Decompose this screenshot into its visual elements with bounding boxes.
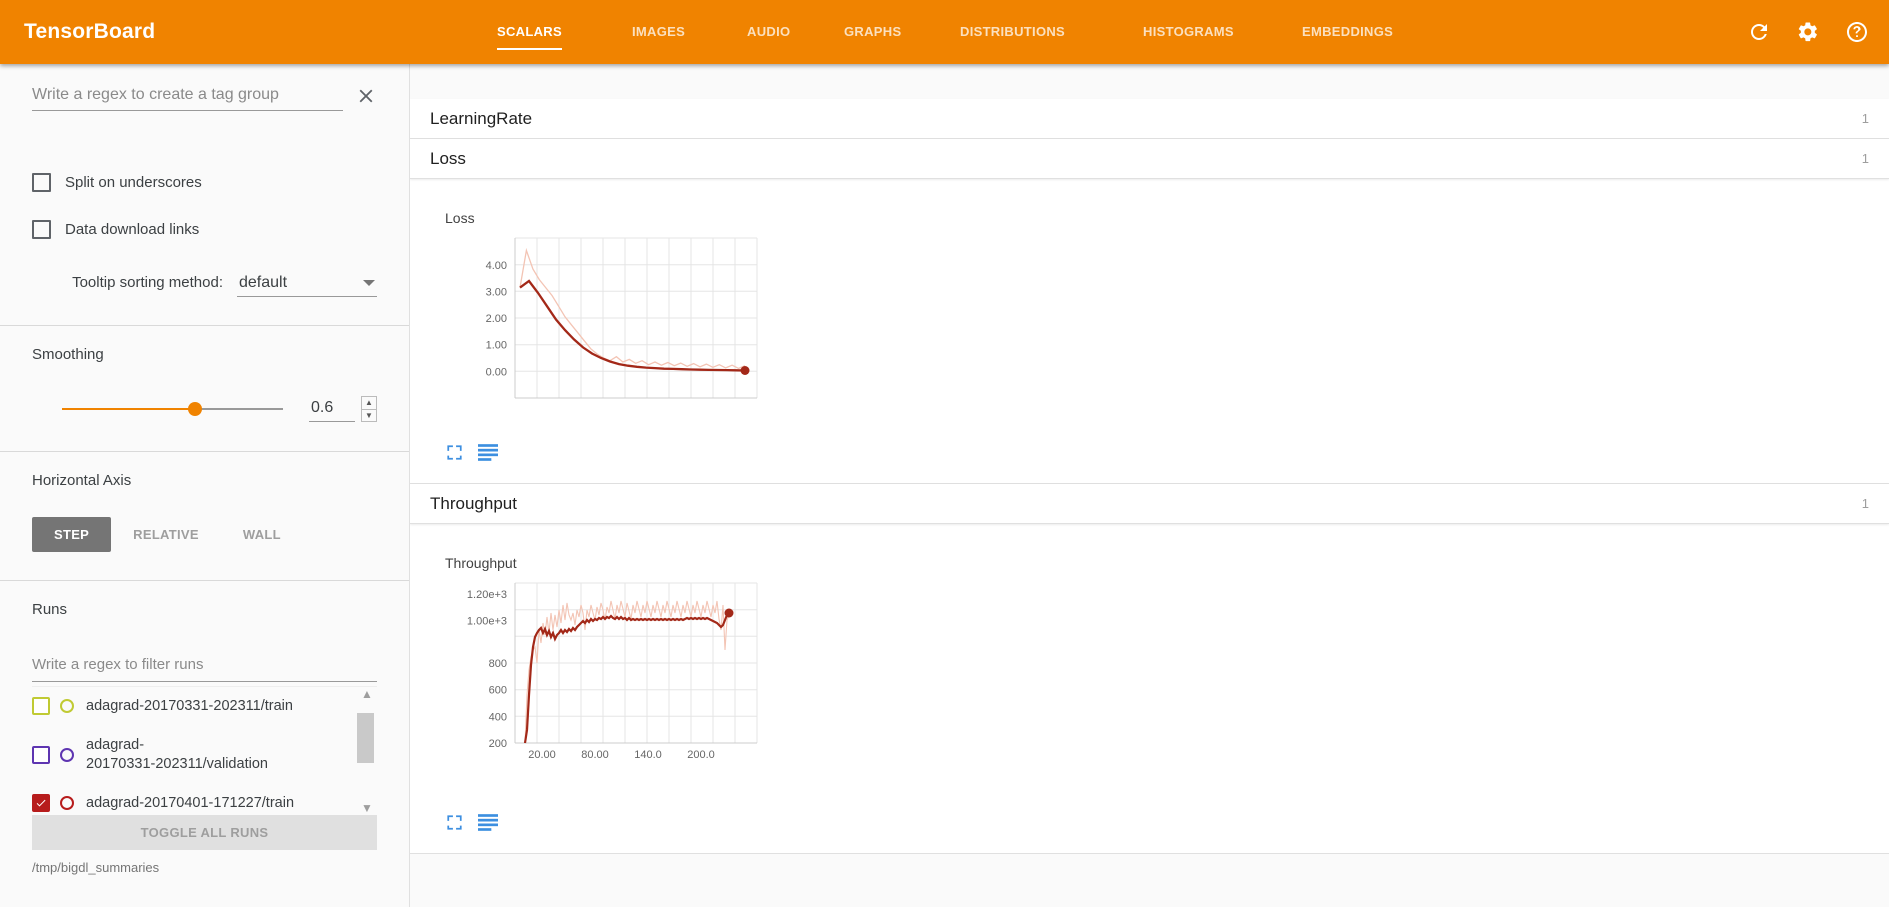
svg-text:2.00: 2.00 (486, 313, 507, 325)
svg-text:4.00: 4.00 (486, 260, 507, 272)
svg-text:1.00e+3: 1.00e+3 (467, 616, 507, 628)
svg-text:200: 200 (489, 738, 507, 750)
svg-text:20.00: 20.00 (528, 749, 556, 761)
svg-text:600: 600 (489, 685, 507, 697)
svg-text:80.00: 80.00 (581, 749, 609, 761)
svg-text:0.00: 0.00 (486, 366, 507, 378)
svg-text:400: 400 (489, 711, 507, 723)
svg-text:3.00: 3.00 (486, 287, 507, 299)
svg-text:200.0: 200.0 (687, 749, 715, 761)
svg-text:140.0: 140.0 (634, 749, 662, 761)
svg-text:800: 800 (489, 658, 507, 670)
svg-text:1.20e+3: 1.20e+3 (467, 589, 507, 601)
svg-text:1.00: 1.00 (486, 340, 507, 352)
